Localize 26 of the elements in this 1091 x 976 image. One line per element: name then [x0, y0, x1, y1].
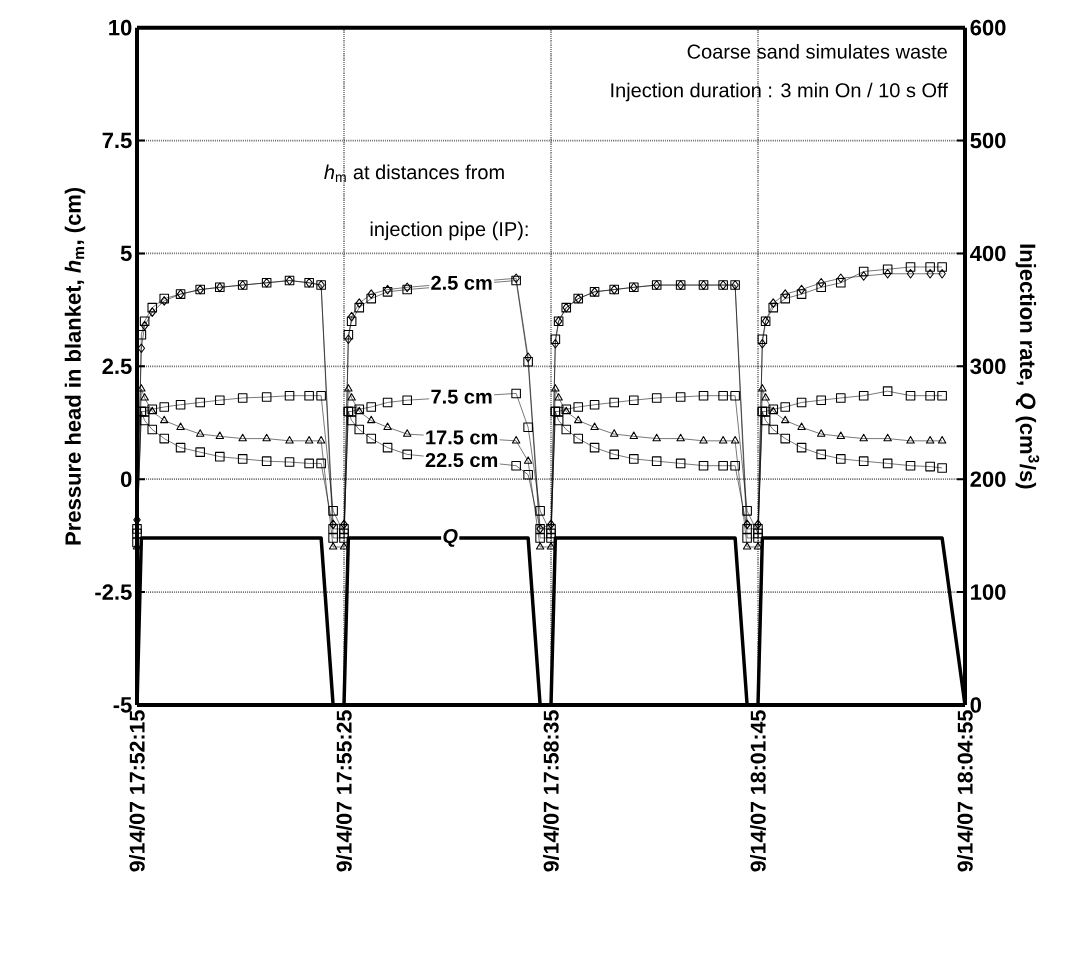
- series-label: 2.5 cm: [431, 275, 492, 290]
- y2-tick-label: 600: [970, 19, 1006, 36]
- annotation: injection pipe (IP):: [370, 221, 528, 241]
- annotation: h$_{m}$ at distances from: [324, 164, 504, 182]
- y2-tick-label: 500: [970, 132, 1006, 149]
- series-label: Q: [443, 528, 458, 547]
- y2-axis-title: Injection rate, Q (cm$^{3}$/s): [1015, 244, 1040, 489]
- y2-tick-label: 400: [970, 245, 1006, 262]
- y-axis-title: Pressure head in blanket, h$_{m}$, (cm): [64, 187, 86, 545]
- annotation: Injection duration : 3 min On / 10 s Off: [611, 82, 948, 102]
- x-tick-label: 9/14/07 17:58:35: [543, 710, 559, 872]
- series-label: 7.5 cm: [431, 389, 492, 404]
- y-tick-label: 5: [120, 245, 132, 262]
- y2-tick-label: 100: [971, 584, 1006, 600]
- x-tick-label: 9/14/07 18:01:45: [750, 710, 766, 872]
- y-tick-label: 10: [109, 19, 132, 36]
- y2-tick-label: 200: [970, 471, 1006, 487]
- annotation: Coarse sand simulates waste: [687, 44, 947, 59]
- y-tick-label: 7.5: [102, 132, 132, 149]
- y2-tick-label: 300: [970, 358, 1006, 375]
- y-tick-label: 0: [120, 471, 132, 487]
- y-tick-label: 2.5: [102, 358, 132, 375]
- x-tick-label: 9/14/07 17:55:25: [336, 710, 352, 872]
- series-label: 17.5 cm: [426, 430, 498, 445]
- y-tick-label: -2.5: [95, 584, 132, 600]
- series-label: 22.5 cm: [425, 452, 498, 468]
